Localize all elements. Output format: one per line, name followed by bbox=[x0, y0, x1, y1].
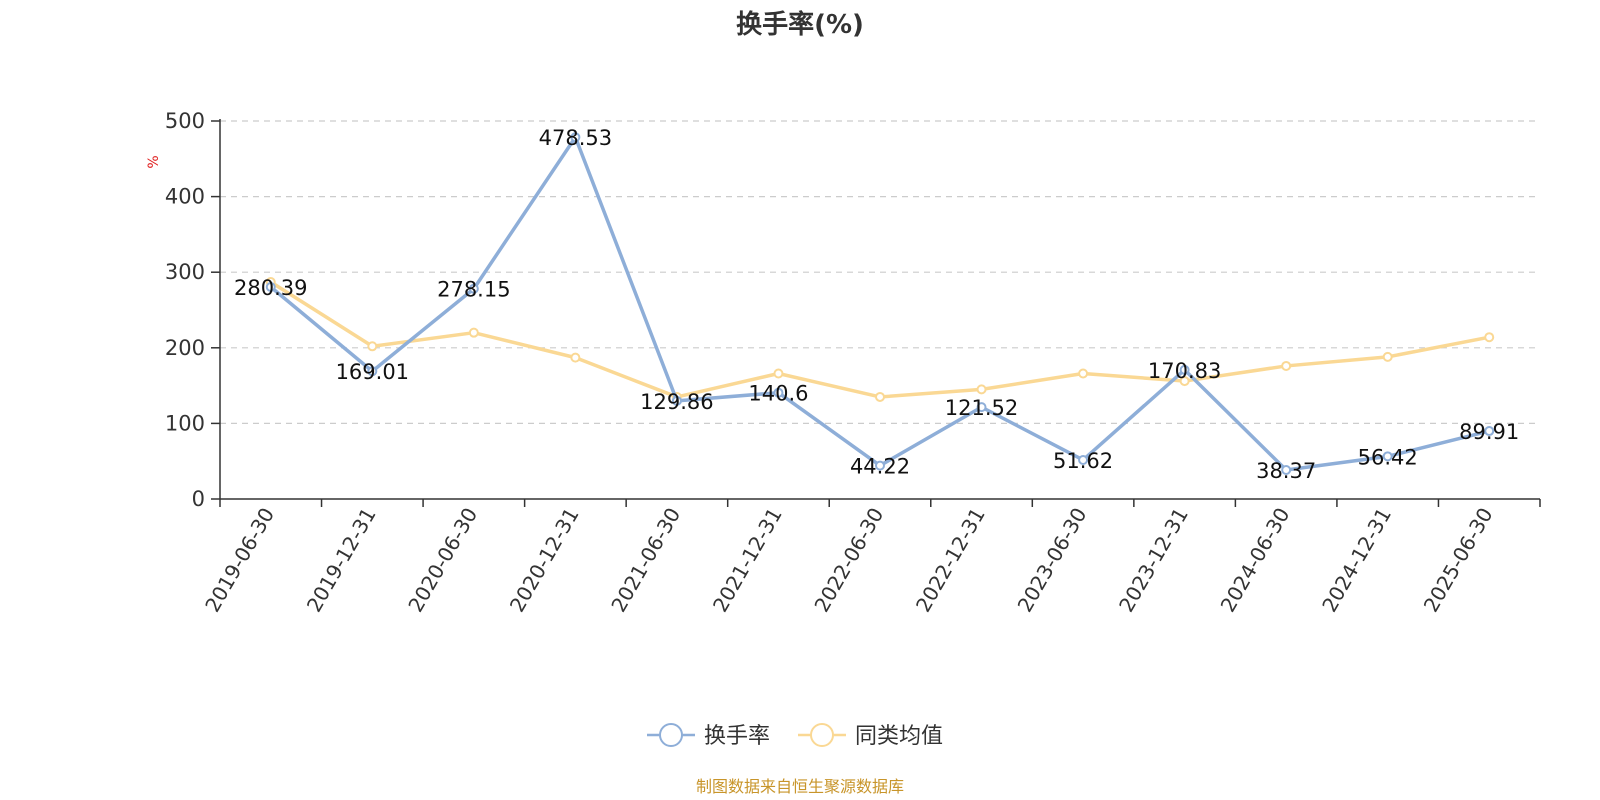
data-label: 129.86 bbox=[640, 390, 713, 414]
data-point-marker bbox=[1382, 351, 1393, 362]
series-line-0 bbox=[269, 135, 1491, 472]
x-tick-label: 2019-12-31 bbox=[302, 504, 381, 617]
y-tick-label: 200 bbox=[165, 336, 205, 360]
data-point-marker bbox=[773, 368, 784, 379]
x-tick-label: 2020-06-30 bbox=[403, 504, 482, 617]
legend-marker-icon bbox=[659, 723, 683, 747]
y-axis-unit-label: % bbox=[146, 155, 162, 168]
data-label: 280.39 bbox=[234, 276, 307, 300]
data-label: 89.91 bbox=[1459, 420, 1519, 444]
series-layer bbox=[265, 132, 1495, 475]
data-label: 51.62 bbox=[1053, 449, 1113, 473]
grid-lines bbox=[220, 120, 1540, 424]
x-tick-label: 2020-12-31 bbox=[505, 504, 584, 617]
data-point-marker bbox=[671, 395, 682, 406]
y-tick-label: 100 bbox=[165, 411, 205, 435]
data-label: 478.53 bbox=[539, 126, 612, 150]
data-label: 38.37 bbox=[1256, 459, 1316, 483]
x-tick-label: 2019-06-30 bbox=[200, 504, 279, 617]
data-point-marker bbox=[468, 283, 479, 294]
legend[interactable]: 换手率 同类均值 bbox=[647, 723, 943, 749]
data-point-marker bbox=[570, 132, 581, 143]
x-tick-label: 2021-06-30 bbox=[606, 504, 685, 617]
x-tick-label: 2021-12-31 bbox=[708, 504, 787, 617]
data-point-marker bbox=[1179, 376, 1190, 387]
data-point-marker bbox=[1281, 360, 1292, 371]
x-tick-label: 2022-12-31 bbox=[911, 504, 990, 617]
data-point-marker bbox=[875, 391, 885, 402]
data-label: 170.83 bbox=[1148, 359, 1221, 383]
data-point-marker bbox=[1382, 451, 1393, 462]
x-tick-label: 2024-06-30 bbox=[1216, 504, 1295, 617]
x-tick-label: 2022-06-30 bbox=[809, 504, 888, 617]
x-tick-label: 2024-12-31 bbox=[1317, 504, 1396, 617]
data-point-marker bbox=[1484, 426, 1495, 437]
data-source-note: 制图数据来自恒生聚源数据库 bbox=[696, 777, 904, 796]
data-point-marker bbox=[1484, 332, 1495, 343]
data-label: 56.42 bbox=[1358, 445, 1418, 469]
legend-label: 同类均值 bbox=[855, 724, 943, 749]
x-tick-label: 2025-06-30 bbox=[1419, 504, 1498, 617]
data-labels: 280.39 169.01 278.15 478.53 129.86 140.6 44.22… bbox=[234, 126, 1519, 483]
data-point-marker bbox=[265, 282, 276, 293]
legend-item-0[interactable]: 换手率 bbox=[647, 723, 770, 749]
legend-marker-icon bbox=[810, 723, 834, 747]
data-point-marker bbox=[976, 402, 987, 413]
data-point-marker bbox=[1281, 464, 1292, 475]
data-point-marker bbox=[570, 352, 581, 363]
data-point-marker bbox=[367, 366, 378, 377]
y-tick-label: 400 bbox=[165, 185, 205, 209]
legend-item-1[interactable]: 同类均值 bbox=[798, 723, 943, 749]
data-point-marker bbox=[875, 460, 885, 471]
chart-title: 换手率(%) bbox=[736, 9, 864, 40]
data-point-marker bbox=[976, 384, 987, 395]
y-tick-label: 0 bbox=[192, 487, 205, 511]
y-tick-label: 500 bbox=[165, 109, 205, 133]
data-label: 140.6 bbox=[748, 382, 808, 406]
data-point-marker bbox=[773, 387, 784, 398]
data-label: 121.52 bbox=[945, 396, 1018, 420]
data-point-marker bbox=[1078, 454, 1089, 465]
y-tick-label: 300 bbox=[165, 260, 205, 284]
data-point-marker bbox=[367, 341, 378, 352]
data-point-marker bbox=[468, 327, 479, 338]
x-tick-label: 2023-06-30 bbox=[1013, 504, 1092, 617]
data-point-marker bbox=[1179, 364, 1190, 375]
data-label: 169.01 bbox=[336, 360, 409, 384]
legend-label: 换手率 bbox=[704, 724, 770, 749]
data-point-marker bbox=[1078, 368, 1089, 379]
data-label: 44.22 bbox=[850, 455, 910, 479]
data-label: 278.15 bbox=[437, 278, 510, 302]
x-tick-label: 2023-12-31 bbox=[1114, 504, 1193, 617]
